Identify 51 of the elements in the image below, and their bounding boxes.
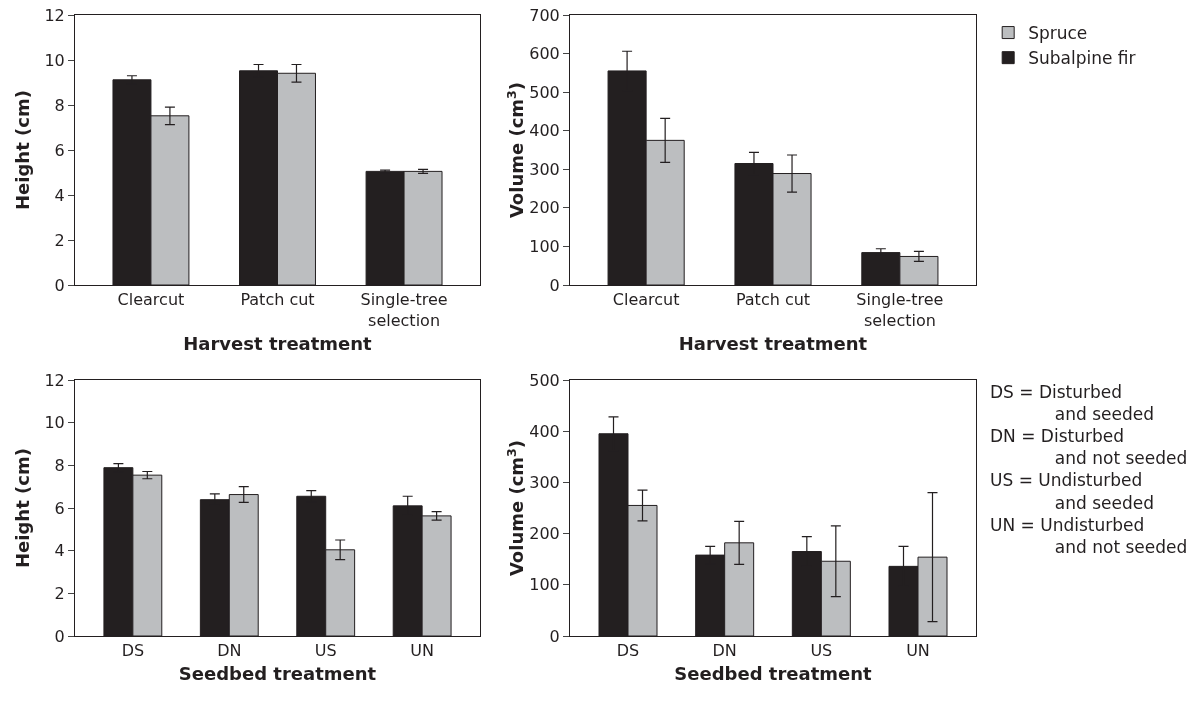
y-tick-label: 200	[529, 198, 560, 218]
y-tick-label: 500	[529, 370, 560, 390]
y-tick-label: 700	[529, 5, 560, 25]
y-tick-label: 500	[529, 82, 560, 102]
x-tick-label: DN	[712, 641, 737, 661]
x-tick-label: DS	[121, 641, 145, 661]
x-tick-label: UN	[410, 641, 434, 661]
y-tick-label: 300	[529, 473, 560, 492]
x-tick-label: DS	[616, 641, 640, 661]
y-tick-label: 2	[54, 583, 65, 603]
y-tick-label: 100	[529, 575, 560, 595]
y-tick-label: 300	[529, 159, 560, 179]
x-axis-title: Seedbed treatment	[178, 663, 377, 685]
y-tick-label: 10	[44, 413, 65, 433]
y-tick-label: 12	[44, 370, 65, 390]
y-tick-label: 200	[529, 524, 560, 544]
y-tick-label: 0	[54, 275, 65, 295]
x-axis-title: Seedbed treatment	[674, 663, 873, 685]
y-tick-label: 6	[54, 498, 65, 518]
y-tick-label: 400	[529, 421, 560, 441]
y-tick-label: 8	[54, 455, 65, 475]
x-tick-label: Clearcut	[612, 290, 680, 310]
y-tick-label: 100	[529, 237, 560, 257]
text: DS = Disturbed and seeded DN = Disturbed and not seeded US = Undisturbed and seeded UN = Undisturbed and not seeded	[990, 382, 1186, 557]
y-tick-label: 12	[44, 5, 65, 25]
x-tick-label: UN	[906, 641, 930, 661]
y-axis-title: Height (cm)	[12, 448, 33, 568]
x-axis-title: Harvest treatment	[678, 333, 868, 355]
y-tick-label: 2	[54, 230, 65, 250]
y-tick-label: 4	[54, 185, 65, 205]
y-tick-label: 600	[529, 44, 560, 64]
x-tick-label: Single-tree selection	[360, 290, 448, 330]
x-tick-label: Patch cut	[735, 290, 811, 310]
x-tick-label: DN	[217, 641, 242, 661]
y-tick-label: 4	[54, 541, 65, 561]
x-tick-label: Single-tree selection	[856, 290, 944, 330]
x-tick-label: Patch cut	[240, 290, 315, 310]
x-tick-label: US	[810, 641, 833, 661]
y-tick-label: 0	[549, 275, 560, 295]
y-tick-label: 10	[44, 50, 65, 70]
y-tick-label: 8	[54, 95, 65, 115]
y-axis-title: Height (cm)	[12, 90, 33, 210]
x-tick-label: US	[314, 641, 337, 661]
legend-label: Subalpine fir	[1028, 48, 1136, 69]
y-tick-label: 400	[529, 121, 560, 141]
y-tick-label: 0	[54, 626, 65, 646]
y-tick-label: 0	[549, 626, 560, 646]
x-axis-title: Harvest treatment	[183, 333, 373, 355]
legend-label: Spruce	[1028, 23, 1088, 44]
x-tick-label: Clearcut	[117, 290, 185, 310]
y-tick-label: 6	[54, 140, 65, 160]
